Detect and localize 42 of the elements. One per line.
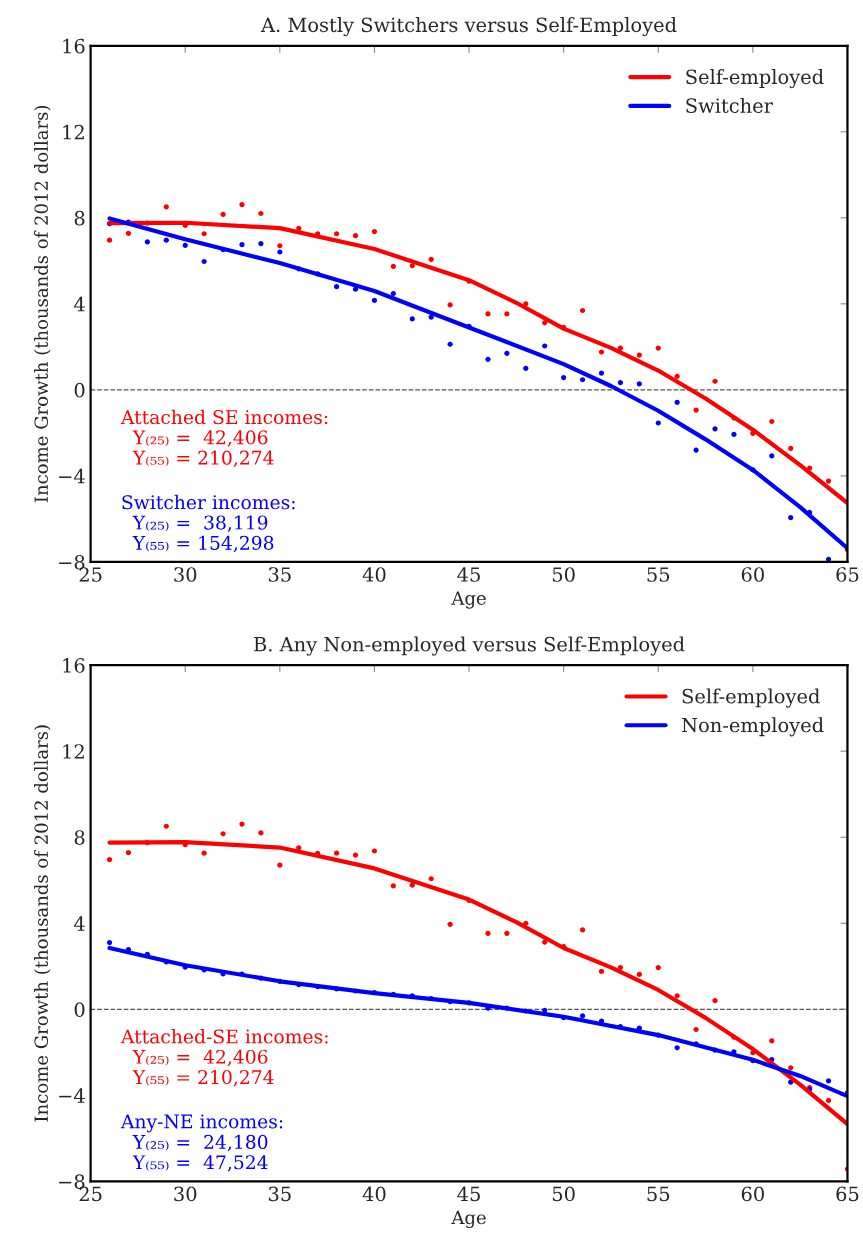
y-tick-label: 0: [74, 1002, 85, 1017]
chart-title: B. Any Non-employed versus Self-Employed: [254, 636, 685, 656]
x-tick-label: 55: [647, 1186, 670, 1202]
x-tick-label: 35: [268, 1186, 291, 1202]
x-tick-label: 45: [457, 567, 480, 582]
x-tick-label: 30: [174, 567, 197, 582]
x-tick-label: 65: [836, 1186, 859, 1202]
y-tick-label: 16: [63, 658, 85, 673]
y-tick-label: 12: [63, 744, 84, 759]
x-tick-label: 60: [741, 567, 764, 582]
annotation: Attached SE incomes: Y₍₂₅₎ = 42,406 Y₍₅₅₎ = 210,274: [120, 409, 328, 468]
x-tick-label: 40: [362, 567, 386, 582]
legend-label: Self-employed: [686, 69, 824, 89]
y-tick-label: 8: [74, 830, 85, 845]
y-tick-label: 16: [63, 38, 85, 54]
x-tick-label: 60: [741, 1186, 764, 1202]
y-axis-title: Income Growth (thousands of 2012 dollars): [34, 725, 51, 1122]
y-tick-label: 0: [74, 382, 85, 398]
y-tick-label: 12: [63, 124, 84, 140]
x-tick-label: 35: [268, 567, 291, 582]
x-tick-label: 30: [174, 1186, 197, 1202]
x-tick-label: 50: [552, 1186, 575, 1202]
x-tick-label: 40: [362, 1186, 386, 1202]
x-tick-label: 45: [457, 1186, 480, 1202]
x-tick-label: 50: [552, 567, 575, 582]
annotation: Any-NE incomes: Y₍₂₅₎ = 24,180 Y₍₅₅₎ = 47,524: [120, 1114, 283, 1172]
y-axis-title: Income Growth (thousands of 2012 dollars): [34, 105, 51, 503]
x-tick-label: 65: [836, 567, 859, 582]
x-tick-label: 55: [647, 567, 670, 582]
legend-label: Self-employed: [682, 688, 820, 708]
y-tick-label: 4: [73, 916, 85, 931]
annotation: Attached-SE incomes: Y₍₂₅₎ = 42,406 Y₍₅₅₎ = 210,274: [120, 1029, 328, 1087]
y-tick-label: −4: [59, 1088, 85, 1103]
legend-label: Switcher: [686, 97, 773, 113]
chart-title: A. Mostly Switchers versus Self-Employed: [260, 17, 677, 37]
y-tick-label: −4: [59, 468, 85, 484]
y-tick-label: 8: [74, 210, 85, 226]
x-axis-title: Age: [451, 591, 486, 609]
legend-label: Non-employed: [682, 717, 824, 737]
y-tick-label: 4: [73, 296, 85, 312]
x-axis-title: Age: [451, 1210, 486, 1229]
annotation: Switcher incomes: Y₍₂₅₎ = 38,119 Y₍₅₅₎ = 154,298: [122, 494, 295, 553]
